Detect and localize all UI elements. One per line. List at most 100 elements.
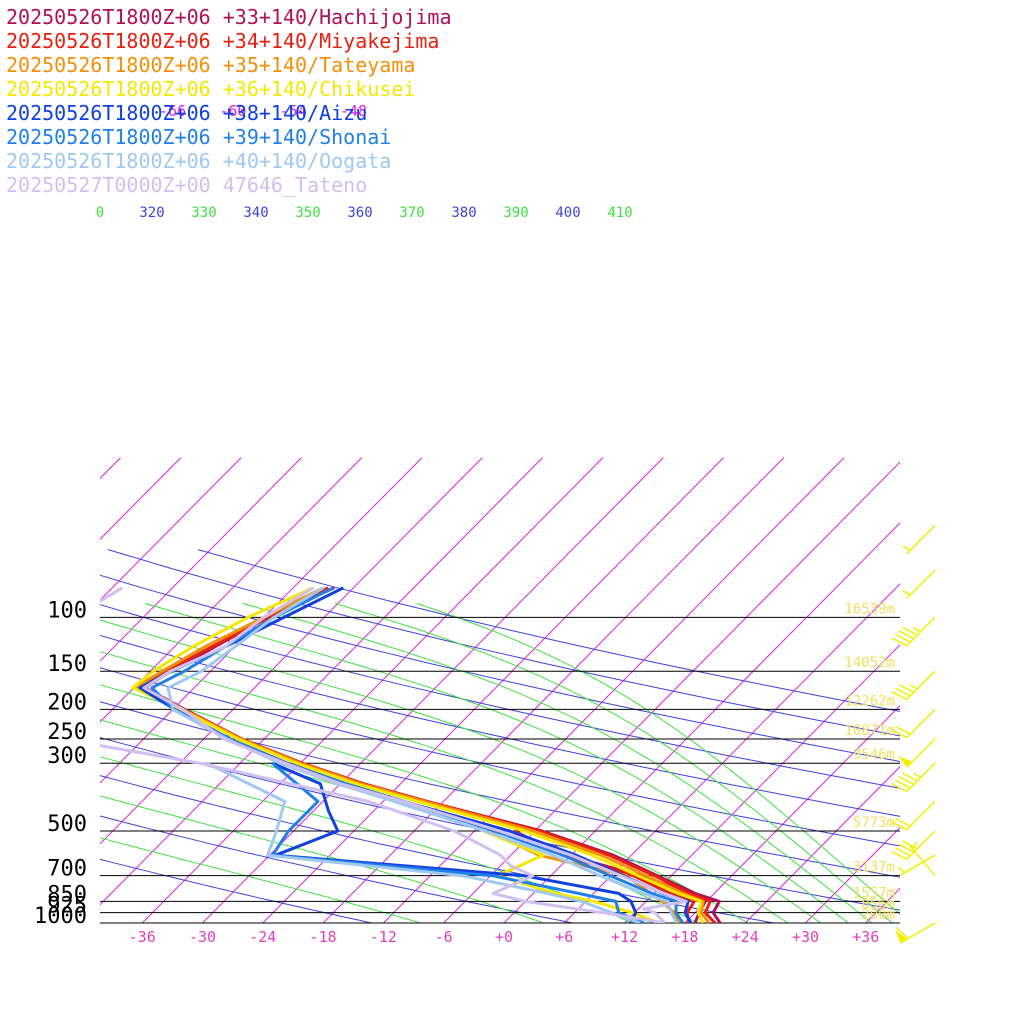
wind-barb-full xyxy=(891,850,908,860)
temperature-tick-label: +12 xyxy=(611,928,638,946)
legend-entry: 20250526T1800Z+06 +33+140/Hachijojima xyxy=(6,5,452,29)
isotherm-line xyxy=(100,457,543,906)
legend-entry: 20250526T1800Z+06 +34+140/Miyakejima xyxy=(6,29,439,53)
theta-label: 340 xyxy=(243,205,268,221)
theta-label: 380 xyxy=(451,205,476,221)
theta-label: 360 xyxy=(347,205,372,221)
dewpoint-line xyxy=(206,761,641,923)
temperature-line xyxy=(131,586,705,923)
isobar-lines xyxy=(100,616,900,924)
wind-barb-half xyxy=(913,772,922,779)
temperature-tick-label: +30 xyxy=(792,928,819,946)
height-label: 16539m xyxy=(844,601,895,617)
wind-barb-full xyxy=(895,725,911,735)
theta-label: 0 xyxy=(96,205,104,221)
wind-barb-full xyxy=(895,847,911,857)
dewpoint-line xyxy=(100,586,666,923)
wind-barb-full xyxy=(898,775,915,786)
wind-barb xyxy=(891,830,936,860)
dewpoint-line xyxy=(271,761,638,923)
wind-barb-full xyxy=(898,630,915,640)
moist-adiabat-line xyxy=(100,651,789,923)
wind-barb-staff xyxy=(906,800,936,831)
legend-entry: 20250526T1800Z+06 +38+140/Aizu xyxy=(6,101,367,125)
temperature-tick-label: -30 xyxy=(189,928,216,946)
isotherm-line xyxy=(100,457,483,845)
wind-barb-staff xyxy=(906,524,936,555)
height-label: 200m xyxy=(861,907,895,923)
isotherm-label: -60 xyxy=(219,102,246,120)
wind-barb-staff xyxy=(906,708,936,739)
wind-barb-full xyxy=(891,637,908,647)
wind-barb-staff xyxy=(908,844,936,877)
isotherm-label: -48 xyxy=(340,102,367,120)
wind-barb xyxy=(898,854,936,876)
wind-barbs xyxy=(891,524,936,944)
height-label: 1557m xyxy=(853,885,895,901)
temperature-tick-label: -24 xyxy=(249,928,276,946)
moist-adiabat-lines xyxy=(100,602,900,923)
height-label: 9546m xyxy=(853,747,895,763)
isotherm-line xyxy=(624,644,900,923)
pressure-label: 850 xyxy=(47,882,87,907)
isotherm-line xyxy=(262,457,724,923)
isotherm-line xyxy=(383,457,845,923)
wind-barb-half xyxy=(898,866,906,874)
temperature-tick-label: -12 xyxy=(370,928,397,946)
theta-label: 330 xyxy=(191,205,216,221)
isotherm-line xyxy=(986,458,1024,923)
temperature-tick-label: -18 xyxy=(310,928,337,946)
height-label: 856m xyxy=(861,897,895,913)
legend-entry: 20250527T0000Z+00 47646_Tateno xyxy=(6,173,367,197)
wind-barb-staff xyxy=(899,922,936,944)
wind-barb-half xyxy=(911,841,918,850)
isotherm-line xyxy=(100,457,182,540)
wind-barb-pennant xyxy=(895,929,908,943)
dry-adiabat-line xyxy=(100,604,900,789)
dry-adiabat-line xyxy=(100,815,576,923)
wind-barb xyxy=(891,670,936,701)
isotherm-line xyxy=(865,887,900,923)
pressure-label: 250 xyxy=(47,720,87,745)
wind-barb xyxy=(891,708,936,739)
isotherm-line xyxy=(100,457,423,784)
height-label: 12262m xyxy=(844,693,895,709)
wind-barb-staff xyxy=(899,854,936,876)
wind-barb-pennant xyxy=(898,755,913,768)
pressure-label: 100 xyxy=(47,598,87,623)
isotherm-line xyxy=(805,826,900,923)
wind-barb-full xyxy=(895,926,909,940)
wind-barb-staff xyxy=(906,670,936,701)
dry-adiabat-line xyxy=(107,549,900,737)
theta-label: 320 xyxy=(139,205,164,221)
theta-label: 410 xyxy=(607,205,632,221)
height-label: 5773m xyxy=(853,815,895,831)
pressure-label: 1000 xyxy=(34,904,87,929)
wind-barb xyxy=(891,800,936,831)
temperature-tick-label: +24 xyxy=(732,928,759,946)
temperature-tick-label: +6 xyxy=(555,928,573,946)
pressure-label: 500 xyxy=(47,812,87,837)
temperature-tick-label: +18 xyxy=(671,928,698,946)
wind-barb-full xyxy=(891,821,908,831)
wind-barb-full xyxy=(891,729,908,739)
dewpoint-line xyxy=(482,829,660,923)
wind-barb-full xyxy=(895,633,911,643)
wind-barb-half xyxy=(902,545,911,551)
temperature-tick-label: +36 xyxy=(852,928,879,946)
wind-barb-half xyxy=(909,684,918,690)
height-label: 10871m xyxy=(844,723,895,739)
temperature-tick-label: -6 xyxy=(435,928,453,946)
wind-barb-full xyxy=(898,843,915,853)
wind-barb-staff xyxy=(906,569,936,599)
theta-label: 370 xyxy=(399,205,424,221)
pressure-label: 150 xyxy=(47,652,87,677)
wind-barb xyxy=(891,616,936,647)
wind-barb-full xyxy=(891,783,908,793)
isotherm-label: -54 xyxy=(280,102,307,120)
pressure-label: 200 xyxy=(47,690,87,715)
dry-adiabat-line xyxy=(100,574,900,762)
dry-adiabat-line xyxy=(100,858,375,923)
legend-entry: 20250526T1800Z+06 +36+140/Chikusei xyxy=(6,77,415,101)
